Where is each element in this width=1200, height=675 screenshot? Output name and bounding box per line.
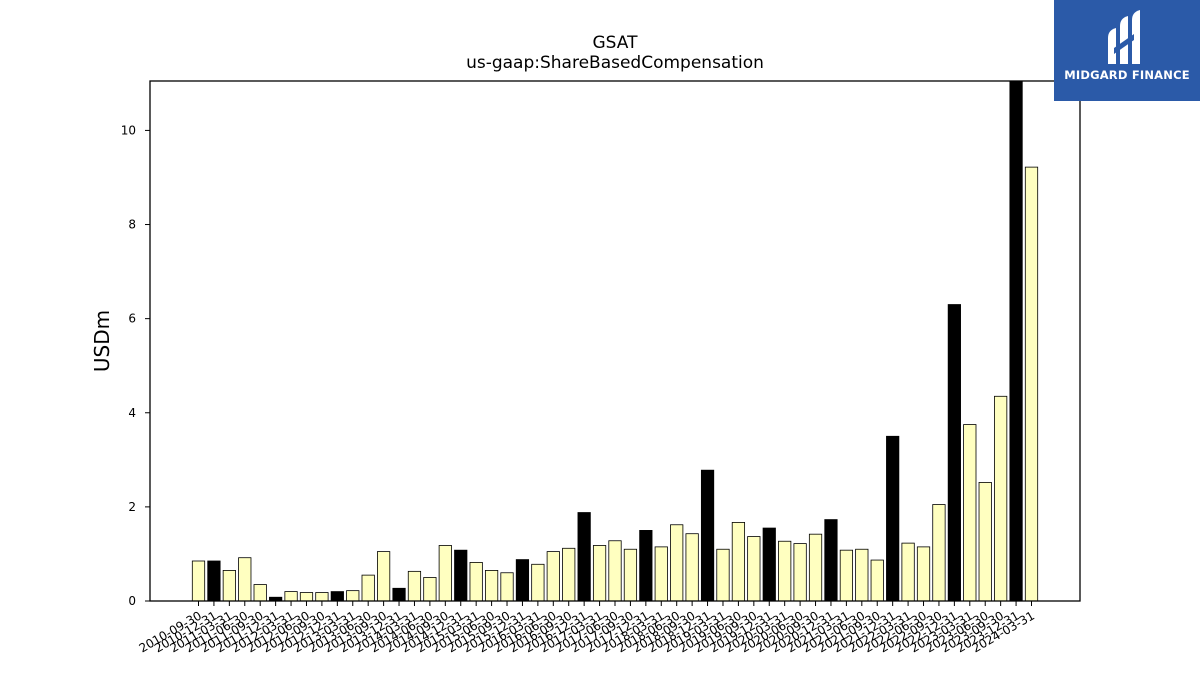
bar-2011-09-30 <box>253 584 267 602</box>
bar-2014-03-31 <box>407 570 422 602</box>
bar-2016-09-30 <box>562 547 576 602</box>
bar-2020-06-30 <box>793 543 807 602</box>
bar-2017-03-31 <box>592 545 607 602</box>
bar-2021-03-31 <box>839 549 853 602</box>
y-tick-label: 6 <box>128 312 136 326</box>
bar-2017-09-30 <box>623 548 638 602</box>
bar-2023-12-31 <box>1009 80 1023 602</box>
bar-2013-12-31 <box>392 587 406 602</box>
y-axis: 0 2 4 6 8 10 <box>121 123 150 608</box>
y-axis-label: USDm <box>90 310 114 372</box>
bar-2017-06-30 <box>608 540 622 602</box>
bar-2023-09-30 <box>994 395 1008 602</box>
bar-2010-12-31 <box>207 560 221 602</box>
bar-2018-03-31 <box>654 546 668 602</box>
bar-2020-09-30 <box>808 533 823 602</box>
midgard-logo-icon <box>1108 10 1140 64</box>
bar-2013-03-31 <box>346 590 360 602</box>
bar-2022-09-30 <box>932 504 946 602</box>
bar-2019-03-31 <box>716 548 730 602</box>
bar-2016-06-30 <box>546 551 560 602</box>
bar-2015-03-31 <box>469 562 483 602</box>
bar-2023-03-31 <box>963 424 977 602</box>
bar-2012-12-31 <box>330 591 344 602</box>
bars <box>191 80 1039 602</box>
bar-2011-06-30 <box>238 557 252 602</box>
bar-2010-09-30 <box>191 560 206 602</box>
bar-2020-12-31 <box>824 519 838 602</box>
y-tick-label: 4 <box>128 406 136 420</box>
chart-title: GSAT <box>593 33 639 53</box>
bar-2012-09-30 <box>315 592 329 602</box>
bar-2019-06-30 <box>731 522 746 602</box>
y-tick-label: 0 <box>128 594 136 608</box>
bar-2018-06-30 <box>670 524 684 602</box>
bar-2019-12-31 <box>762 527 776 602</box>
bar-2021-06-30 <box>855 548 869 602</box>
bar-2015-06-30 <box>484 570 499 602</box>
midgard-finance-logo: MIDGARD FINANCE <box>1054 0 1200 101</box>
bar-2016-12-31 <box>577 512 591 602</box>
bar-2024-03-31 <box>1024 166 1039 602</box>
bar-2015-09-30 <box>500 572 514 602</box>
bar-2014-09-30 <box>438 545 452 602</box>
bar-2017-12-31 <box>639 530 653 602</box>
bar-2015-12-31 <box>515 559 530 602</box>
bar-2016-03-31 <box>531 563 545 602</box>
bar-2012-06-30 <box>299 592 314 602</box>
bar-2022-12-31 <box>947 304 961 602</box>
bar-2019-09-30 <box>747 536 761 602</box>
plot-frame <box>149 80 1081 602</box>
bar-2022-03-31 <box>901 542 915 602</box>
bar-2021-09-30 <box>870 559 884 602</box>
y-tick-label: 10 <box>121 123 136 137</box>
bar-2018-09-30 <box>685 533 699 602</box>
logo-text: MIDGARD FINANCE <box>1064 68 1190 82</box>
y-tick-label: 2 <box>128 500 136 514</box>
bar-2018-12-31 <box>700 469 715 602</box>
x-axis: 2010-09-302010-12-312011-03-312011-06-30… <box>137 601 1037 655</box>
bar-2012-03-31 <box>284 591 298 602</box>
bar-2013-06-30 <box>361 574 375 602</box>
bar-2013-09-30 <box>377 551 391 602</box>
bar-2023-06-30 <box>978 482 992 602</box>
chart-subtitle: us-gaap:ShareBasedCompensation <box>466 53 764 73</box>
bar-2011-03-31 <box>222 570 236 602</box>
y-tick-label: 8 <box>128 218 136 232</box>
bar-2022-06-30 <box>916 546 931 602</box>
bar-2014-06-30 <box>423 577 437 602</box>
bar-2014-12-31 <box>454 549 468 602</box>
bar-2020-03-31 <box>778 540 792 602</box>
bar-2021-12-31 <box>886 435 900 602</box>
